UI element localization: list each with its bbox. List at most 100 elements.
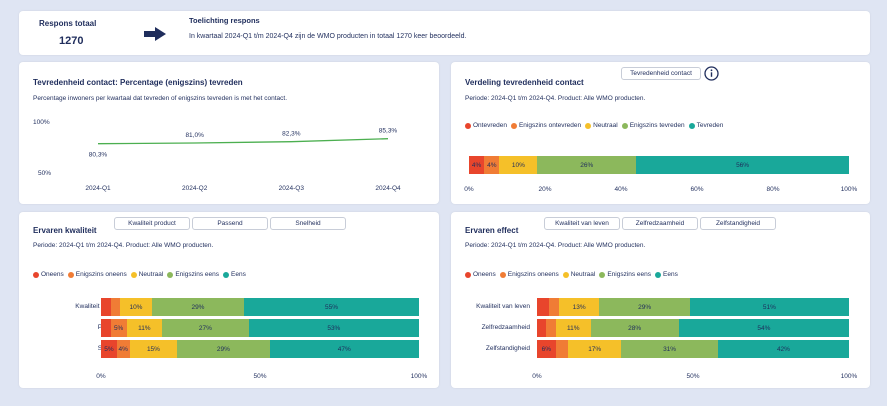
legend-dot-icon [621, 122, 628, 129]
tevredenheid-contact-button[interactable]: Tevredenheid contact [621, 67, 701, 80]
bar-segment: 4% [484, 156, 500, 174]
bar-segment [110, 298, 121, 316]
info-icon[interactable] [704, 66, 719, 81]
legend-dot-icon [585, 122, 592, 129]
x-tick-label: 40% [614, 186, 628, 193]
legend-label: Oneens [41, 271, 64, 278]
effect-subtitle: Periode: 2024-Q1 t/m 2024-Q4. Product: A… [465, 242, 646, 249]
bar-segment: 10% [120, 298, 152, 316]
legend-label: Neutraal [593, 122, 618, 129]
bar-segment [101, 319, 111, 337]
toelichting-title: Toelichting respons [189, 16, 260, 25]
stacked-bar-row: 10% 29% 55% [101, 298, 419, 316]
legend-item[interactable]: Enigszins eens [599, 271, 651, 278]
x-tick-label: 50% [253, 373, 267, 380]
stacked-bar-row: 6% 17% 31% 42% [537, 340, 849, 358]
legend-item[interactable]: Enigszins tevreden [621, 122, 685, 129]
bar-segment: 27% [162, 319, 249, 337]
legend-dot-icon [167, 271, 174, 278]
bar-segment: 15% [129, 340, 178, 358]
bar-segment: 13% [558, 298, 600, 316]
bar-segment: 4% [469, 156, 485, 174]
legend-item[interactable]: Neutraal [585, 122, 618, 129]
x-tick-label: 2024-Q1 [85, 185, 111, 192]
tab-zelfstandigheid[interactable]: Zelfstandigheid [700, 217, 776, 230]
legend-dot-icon [562, 271, 569, 278]
legend-item[interactable]: Neutraal [130, 271, 163, 278]
x-tick-label: 100% [840, 186, 858, 193]
x-tick-label: 2024-Q3 [279, 185, 305, 192]
bar-segment [546, 319, 556, 337]
legend-dot-icon [465, 271, 471, 278]
bar-segment: 26% [537, 156, 637, 174]
kwaliteit-subtitle: Periode: 2024-Q1 t/m 2024-Q4. Product: A… [33, 242, 214, 249]
x-tick-label: 80% [766, 186, 780, 193]
series-line [97, 138, 389, 145]
data-label: 82,3% [282, 131, 301, 138]
legend-item[interactable]: Enigszins eens [167, 271, 219, 278]
legend-label: Enigszins oneens [75, 271, 127, 278]
tab-zelfredzaamheid[interactable]: Zelfredzaamheid [622, 217, 698, 230]
legend-label: Neutraal [570, 271, 596, 278]
respons-value: 1270 [59, 35, 84, 47]
contact-subtitle: Percentage inwoners per kwartaal dat tev… [33, 95, 288, 102]
legend-label: Oneens [473, 271, 496, 278]
legend-label: Enigszins ontevreden [518, 122, 582, 129]
legend-dot-icon [130, 271, 137, 278]
data-label: 80,3% [89, 152, 108, 159]
bar-segment: 28% [590, 319, 679, 337]
bar-segment: 5% [101, 340, 117, 358]
legend-item[interactable]: Oneens [33, 271, 64, 278]
tab-kwaliteit-product[interactable]: Kwaliteit product [114, 217, 190, 230]
verdeling-legend: Ontevreden Enigszins ontevreden Neutraal En… [465, 122, 727, 129]
legend-item[interactable]: Enigszins oneens [499, 271, 559, 278]
bar-segment [549, 298, 559, 316]
stacked-bar-row: 5% 4% 15% 29% 47% [101, 340, 419, 358]
stacked-bar-row: 13% 29% 51% [537, 298, 849, 316]
bar-segment: 29% [599, 298, 690, 316]
legend-item[interactable]: Enigszins oneens [67, 271, 127, 278]
contact-card: Tevredenheid contact: Percentage (enigsz… [19, 62, 439, 204]
legend-item[interactable]: Oneens [465, 271, 496, 278]
bar-segment: 10% [499, 156, 538, 174]
verdeling-subtitle: Periode: 2024-Q1 t/m 2024-Q4. Product: A… [465, 95, 646, 102]
data-label: 85,3% [379, 128, 398, 135]
legend-dot-icon [223, 271, 230, 278]
bar-segment: 6% [537, 340, 556, 358]
respons-card: Respons totaal 1270 Toelichting respons … [19, 11, 870, 55]
tab-kwaliteit-van-leven[interactable]: Kwaliteit van leven [544, 217, 620, 230]
bar-segment: 54% [678, 319, 849, 337]
legend-label: Enigszins eens [175, 271, 220, 278]
x-tick-label: 100% [410, 373, 428, 380]
tab-snelheid[interactable]: Snelheid [270, 217, 346, 230]
legend-label: Eens [663, 271, 678, 278]
legend-item[interactable]: Eens [655, 271, 678, 278]
legend-item[interactable]: Enigszins ontevreden [510, 122, 582, 129]
legend-dot-icon [67, 271, 74, 278]
line-chart: 80,3% 2024-Q1 81,0% 2024-Q2 82,3% 2024-Q3 85,3… [85, 128, 401, 192]
row-label: Zelfstandigheid [485, 345, 530, 352]
kwaliteit-title: Ervaren kwaliteit [33, 226, 97, 235]
effect-card: Ervaren effect Kwaliteit van leven Zelfr… [451, 212, 870, 388]
legend-item[interactable]: Tevreden [688, 122, 724, 129]
bar-segment: 55% [244, 298, 419, 316]
bar-segment: 51% [689, 298, 849, 316]
legend-dot-icon [510, 122, 517, 129]
legend-item[interactable]: Eens [223, 271, 246, 278]
legend-item[interactable]: Neutraal [562, 271, 596, 278]
legend-item[interactable]: Ontevreden [465, 122, 507, 129]
legend-dot-icon [465, 122, 471, 129]
tab-passend[interactable]: Passend [192, 217, 268, 230]
effect-legend: Oneens Enigszins oneens Neutraal Enigszins … [465, 271, 682, 278]
verdeling-title: Verdeling tevredenheid contact [465, 78, 584, 87]
x-tick-label: 0% [464, 186, 474, 193]
row-label: Zelfredzaamheid [481, 324, 530, 331]
arrow-right-icon [144, 27, 166, 41]
contact-title: Tevredenheid contact: Percentage (enigsz… [33, 78, 243, 87]
effect-title: Ervaren effect [465, 226, 519, 235]
bar-segment: 47% [269, 340, 419, 358]
legend-label: Enigszins oneens [507, 271, 559, 278]
bar-segment [537, 298, 550, 316]
legend-label: Tevreden [696, 122, 724, 129]
legend-label: Ontevreden [473, 122, 507, 129]
